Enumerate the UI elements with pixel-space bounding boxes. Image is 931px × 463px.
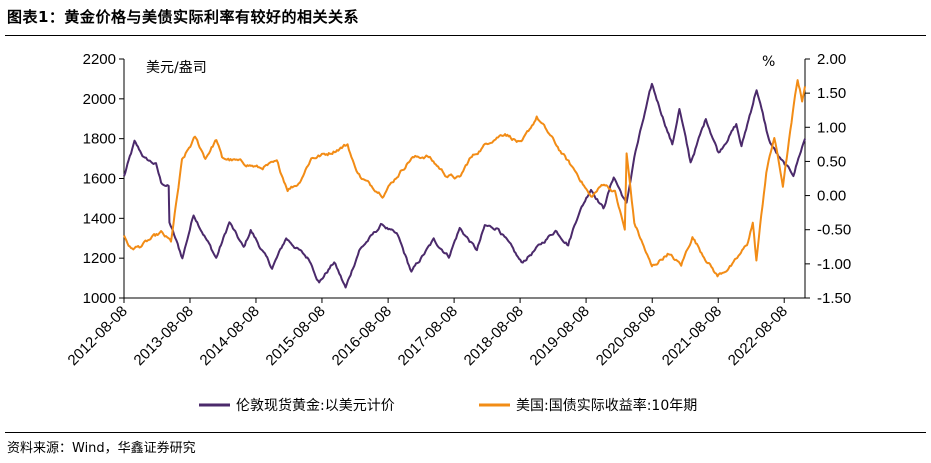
right-tick-label: -0.50 [817,222,851,239]
right-tick-label: 1.50 [817,85,846,102]
left-axis-unit: 美元/盎司 [146,60,207,76]
left-tick-label: 1400 [83,210,116,227]
x-tick-label: 2014-08-08 [197,303,263,369]
x-tick-label: 2012-08-08 [65,303,131,369]
left-tick-label: 2200 [83,51,116,68]
x-tick-label: 2021-08-08 [659,303,725,369]
left-tick-label: 2000 [83,91,116,108]
x-tick-label: 2016-08-08 [329,303,395,369]
right-tick-label: 2.00 [817,51,846,68]
bottom-divider [5,432,926,433]
legend-label-yield: 美国:国债实际收益率:10年期 [516,397,697,414]
series-line-yield [123,79,806,278]
source-note: 资料来源：Wind，华鑫证券研究 [7,441,196,456]
left-tick-label: 1200 [83,250,116,267]
x-tick-label: 2015-08-08 [263,303,329,369]
x-tick-label: 2019-08-08 [527,303,593,369]
legend: 伦敦现货黄金:以美元计价 美国:国债实际收益率:10年期 [199,397,697,414]
right-tick-label: -1.00 [817,256,851,273]
legend-label-gold: 伦敦现货黄金:以美元计价 [236,397,395,414]
left-tick-label: 1000 [83,290,116,307]
right-tick-label: 0.00 [817,188,846,205]
left-tick-label: 1800 [83,131,116,148]
x-tick-label: 2018-08-08 [461,303,527,369]
right-axis-unit: % [762,54,775,70]
left-tick-label: 1600 [83,171,116,188]
series-layer [123,79,806,289]
right-tick-label: -1.50 [817,290,851,307]
left-axis: 1000 1200 1400 1600 1800 2000 2200 [83,51,125,307]
x-tick-label: 2020-08-08 [593,303,659,369]
right-tick-label: 1.00 [817,119,846,136]
top-divider [5,35,926,36]
x-tick-label: 2022-08-08 [725,303,791,369]
right-axis: -1.50 -1.00 -0.50 0.00 0.50 1.00 1.50 2.00 [804,51,851,307]
right-tick-label: 0.50 [817,153,846,170]
x-axis: 2012-08-08 2013-08-08 2014-08-08 2015-08-08… [65,297,805,369]
x-tick-label: 2017-08-08 [395,303,461,369]
series-line-gold [123,82,806,289]
page-title: 图表1：黄金价格与美债实际利率有较好的相关关系 [7,8,359,26]
x-tick-label: 2013-08-08 [131,303,197,369]
